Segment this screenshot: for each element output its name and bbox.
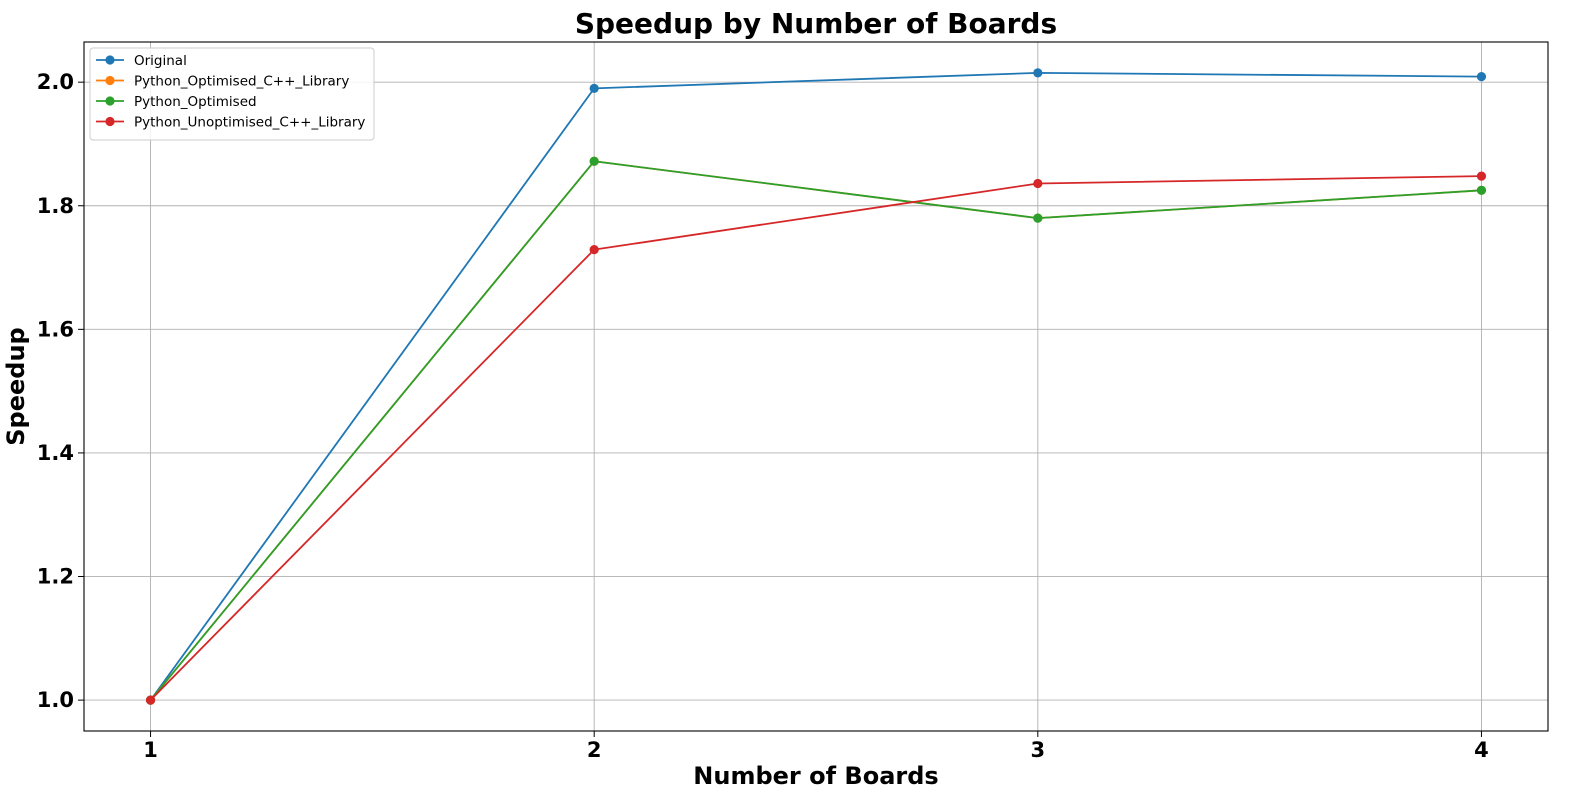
- y-tick-label: 1.6: [37, 317, 74, 341]
- x-tick-label: 1: [143, 738, 158, 762]
- legend-item: Original: [96, 53, 187, 69]
- data-point: [1476, 185, 1487, 195]
- legend-label: Python_Unoptimised_C++_Library: [134, 115, 365, 131]
- axis-ticks: 1 2 3 4 1.0 1.2 1.4 1.6 1.8 2.0: [37, 70, 1489, 762]
- data-point: [589, 156, 599, 166]
- data-point: [145, 695, 156, 705]
- plot-frame: [83, 41, 1549, 732]
- legend-marker: [105, 75, 115, 86]
- legend-marker: [105, 96, 115, 106]
- x-tick-label: 3: [1031, 738, 1046, 762]
- y-tick-label: 1.4: [37, 441, 74, 465]
- y-tick-label: 1.2: [37, 565, 74, 589]
- series-line: [149, 160, 1482, 701]
- series-layer: [145, 68, 1487, 705]
- legend-box: [89, 47, 375, 141]
- legend-label: Python_Optimised: [134, 94, 257, 110]
- legend-label: Original: [134, 53, 187, 69]
- chart-title: Speedup by Number of Boards: [575, 7, 1057, 40]
- legend-item: Python_Optimised: [96, 94, 257, 110]
- series-line: [149, 72, 1482, 701]
- x-tick-label: 2: [587, 738, 602, 762]
- grid: [84, 42, 1548, 731]
- legend: Original Python_Optimised_C++_Library Pyth…: [89, 47, 375, 141]
- x-axis-label: Number of Boards: [693, 762, 938, 790]
- data-point: [589, 245, 599, 255]
- y-tick-label: 2.0: [37, 70, 74, 94]
- data-point: [1033, 68, 1043, 78]
- x-tick-label: 4: [1474, 738, 1489, 762]
- series-python-unoptimised-c-library: [145, 171, 1487, 705]
- y-axis-label: Speedup: [2, 327, 30, 445]
- data-point: [589, 83, 599, 93]
- y-tick-label: 1.0: [37, 688, 74, 712]
- legend-marker: [105, 55, 115, 65]
- legend-item: Python_Optimised_C++_Library: [96, 74, 349, 90]
- series-line: [149, 175, 1482, 701]
- y-tick-label: 1.8: [37, 194, 74, 218]
- data-point: [1033, 178, 1043, 189]
- legend-marker: [105, 116, 115, 127]
- data-point: [1476, 72, 1487, 82]
- legend-item: Python_Unoptimised_C++_Library: [96, 115, 365, 131]
- data-point: [1476, 171, 1487, 181]
- data-point: [1033, 213, 1043, 223]
- legend-label: Python_Optimised_C++_Library: [134, 74, 349, 90]
